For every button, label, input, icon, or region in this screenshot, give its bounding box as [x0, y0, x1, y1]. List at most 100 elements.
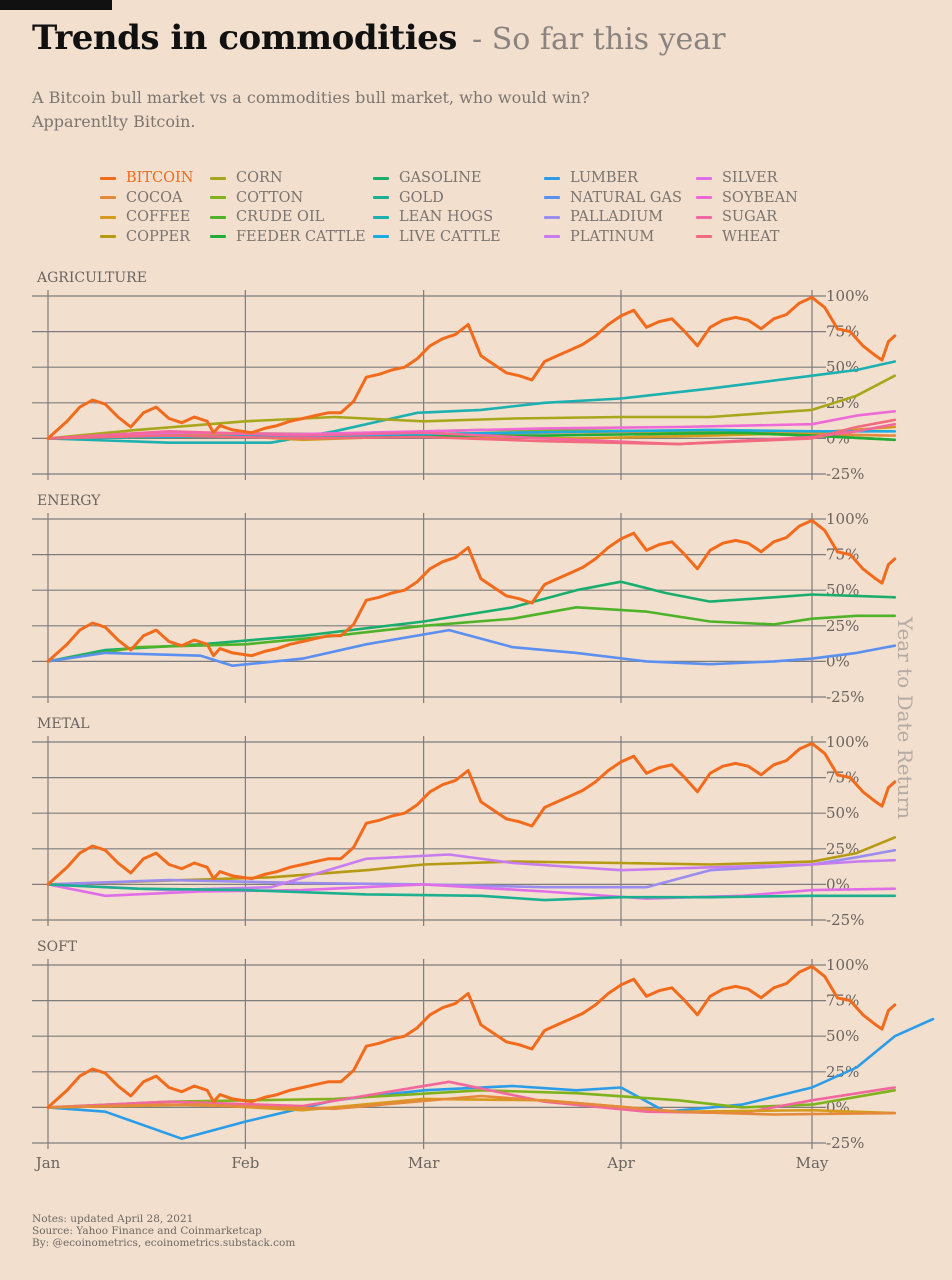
footer-notes-line: Notes: updated April 28, 2021: [32, 1213, 194, 1225]
legend-label: GASOLINE: [399, 170, 482, 186]
chart-subtitle: - So far this year: [472, 22, 726, 57]
legend-label: COTTON: [236, 189, 304, 206]
legend-swatch: [544, 196, 560, 199]
legend-item: CRUDE OIL: [210, 209, 324, 225]
series-line-lean-hogs: [46, 360, 897, 445]
x-tick-label: Apr: [606, 1154, 635, 1172]
panel-title: SOFT: [37, 939, 78, 955]
legend-item: GOLD: [373, 190, 444, 206]
legend-swatch: [210, 235, 226, 238]
legend-label: COFFEE: [126, 209, 191, 225]
series-line-silver: [46, 883, 897, 900]
legend-swatch: [544, 176, 560, 180]
legend-label: NATURAL GAS: [570, 189, 682, 206]
y-tick-label: 75%: [826, 546, 859, 564]
series-line-bitcoin: [46, 518, 897, 663]
series-line-crude-oil: [46, 605, 897, 663]
legend-item: GASOLINE: [373, 170, 482, 186]
legend-item: COTTON: [210, 190, 303, 206]
y-tick-label: 100%: [826, 733, 869, 751]
y-tick-label: 75%: [826, 769, 859, 787]
legend-item: NATURAL GAS: [544, 190, 682, 206]
series-line-bitcoin: [46, 741, 897, 886]
legend-swatch: [373, 235, 389, 238]
legend-item: FEEDER CATTLE: [210, 229, 366, 245]
y-tick-label: 75%: [826, 323, 859, 341]
legend-label: CORN: [236, 170, 283, 186]
legend-label: PALLADIUM: [570, 209, 664, 225]
legend-item: BITCOIN: [100, 170, 193, 186]
panel-title: ENERGY: [37, 493, 101, 509]
x-tick-label: May: [796, 1154, 829, 1172]
legend-label: LUMBER: [570, 170, 639, 186]
legend-label: COCOA: [126, 189, 183, 206]
y-tick-label: -25%: [826, 1134, 864, 1152]
y-tick-label: 25%: [826, 617, 859, 635]
description-line-1: A Bitcoin bull market vs a commodities b…: [32, 88, 590, 107]
legend-swatch: [696, 235, 712, 238]
legend-label: PLATINUM: [570, 228, 655, 245]
x-tick-label: Feb: [231, 1154, 259, 1172]
legend-item: COPPER: [100, 229, 190, 245]
legend-swatch: [544, 235, 560, 238]
chart-title-block: Trends in commodities - So far this year: [32, 18, 726, 58]
legend-item: WHEAT: [696, 229, 779, 245]
legend-label: FEEDER CATTLE: [236, 228, 366, 245]
y-tick-label: 100%: [826, 287, 869, 305]
series-line-bitcoin: [46, 295, 897, 440]
panel-title: METAL: [37, 716, 90, 732]
top-accent-bar: [0, 0, 112, 10]
legend-swatch: [696, 196, 712, 199]
series-line-cocoa: [46, 1094, 897, 1116]
legend-item: SUGAR: [696, 209, 777, 225]
legend-item: LEAN HOGS: [373, 209, 493, 225]
legend-label: GOLD: [399, 189, 444, 206]
footer-notes: Notes: updated April 28, 2021 Source: Ya…: [32, 1213, 295, 1249]
y-tick-label: 100%: [826, 956, 869, 974]
y-axis-label: Year to Date Return: [893, 616, 917, 819]
legend-label: SUGAR: [722, 209, 778, 225]
y-tick-label: -25%: [826, 688, 864, 706]
legend-swatch: [373, 215, 389, 219]
legend-swatch: [696, 215, 712, 219]
series-line-gold: [46, 883, 897, 902]
series-line-gasoline: [46, 580, 897, 663]
legend-item: COCOA: [100, 190, 182, 206]
legend-item: LIVE CATTLE: [373, 229, 501, 245]
x-tick-label: Mar: [408, 1154, 440, 1172]
chart-title: Trends in commodities: [32, 18, 457, 58]
footer-by-line: By: @ecoinometrics, ecoinometrics.substa…: [32, 1237, 296, 1249]
y-tick-label: 50%: [826, 804, 859, 822]
legend-swatch: [210, 196, 226, 199]
legend-item: SILVER: [696, 170, 778, 186]
y-tick-label: 100%: [826, 510, 869, 528]
legend-swatch: [373, 176, 389, 180]
y-tick-label: -25%: [826, 465, 864, 483]
x-tick-label: Jan: [34, 1154, 61, 1172]
legend-label: SILVER: [722, 170, 778, 186]
legend-label: CRUDE OIL: [236, 209, 325, 225]
legend-item: SOYBEAN: [696, 190, 798, 206]
legend-item: PALLADIUM: [544, 209, 663, 225]
footer-source-line: Source: Yahoo Finance and Coinmarketcap: [32, 1225, 262, 1237]
legend-item: PLATINUM: [544, 229, 654, 245]
legend-swatch: [100, 176, 116, 180]
legend-swatch: [210, 176, 226, 180]
series-line-wheat: [46, 418, 897, 446]
legend-item: COFFEE: [100, 209, 190, 225]
panel-title: AGRICULTURE: [36, 270, 147, 286]
legend-item: LUMBER: [544, 170, 638, 186]
legend-swatch: [100, 215, 116, 219]
legend-swatch: [696, 176, 712, 180]
description-line-2: Apparentlty Bitcoin.: [32, 112, 196, 131]
legend-swatch: [373, 196, 389, 199]
y-tick-label: 75%: [826, 992, 859, 1010]
legend-swatch: [100, 235, 116, 238]
legend-swatch: [100, 196, 116, 199]
chart-area: AGRICULTURE100%75%50%25%0%-25%ENERGY100%…: [32, 270, 935, 1172]
y-tick-label: -25%: [826, 911, 864, 929]
legend-item: CORN: [210, 170, 283, 186]
